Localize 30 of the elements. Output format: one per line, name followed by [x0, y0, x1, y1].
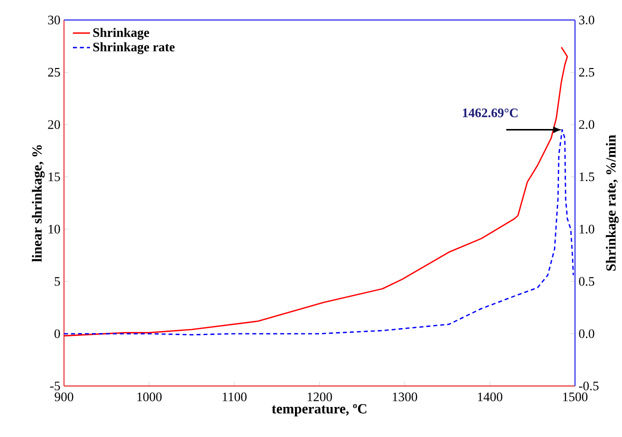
y-tick-label: 5 [54, 277, 60, 286]
x-axis-title: temperature, ºC [272, 404, 366, 416]
x-tick-label: 1200 [308, 392, 332, 402]
legend-label: Shrinkage rate [93, 42, 175, 54]
y2-tick-label: 2.0 [579, 120, 594, 129]
y-tick-label: 30 [48, 16, 60, 24]
x-tick-label: 1300 [392, 392, 418, 402]
y-axis-title: linear shrinkage, % [32, 145, 45, 262]
y2-tick-label: 3.0 [579, 16, 594, 24]
x-tick-label: 1400 [478, 392, 502, 402]
x-tick-label: 900 [54, 392, 74, 402]
x-tick-label: 1500 [563, 392, 588, 402]
legend-label: Shrinkage [93, 28, 150, 40]
y-tick-label: 25 [48, 68, 60, 77]
y-tick-label: 15 [48, 172, 60, 182]
y-tick-label: -5 [50, 382, 60, 390]
x-tick-label: 1100 [222, 392, 247, 402]
y-tick-label: 0 [54, 329, 60, 338]
y2-axis-title: Shrinkage rate, %/min [606, 134, 619, 271]
y2-tick-label: 0.5 [579, 277, 594, 286]
line-series [64, 129, 574, 336]
y2-tick-label: 0.0 [579, 329, 594, 338]
y2-tick-label: 1.0 [580, 224, 594, 234]
y-tick-label: 10 [48, 224, 60, 234]
y2-tick-label: 2.5 [579, 68, 594, 77]
annotation: 1462.69°C [462, 108, 518, 118]
y-tick-label: 20 [48, 120, 60, 129]
x-tick-label: 1000 [137, 392, 162, 402]
y2-tick-label: 1.5 [580, 172, 594, 182]
y2-tick-label: -0.5 [579, 382, 599, 390]
